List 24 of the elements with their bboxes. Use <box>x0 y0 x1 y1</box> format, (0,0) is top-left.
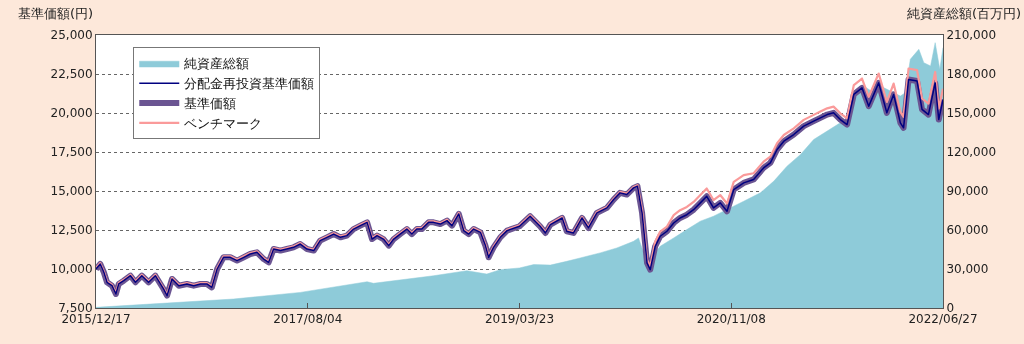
y-tick-label: 22,500 <box>50 67 93 82</box>
x-tick-label: 2017/08/04 <box>273 312 343 327</box>
y2-tick-label: 120,000 <box>946 145 997 160</box>
x-tick-label: 2020/11/08 <box>696 312 766 327</box>
y-tick-label: 25,000 <box>50 28 93 43</box>
legend-label: 分配金再投資基準価額 <box>184 76 315 92</box>
y-tick-label: 12,500 <box>50 223 93 238</box>
y2-tick-label: 90,000 <box>946 184 989 199</box>
y-tick-label: 20,000 <box>50 106 93 121</box>
y2-tick-label: 30,000 <box>946 262 989 277</box>
legend-label: ベンチマーク <box>184 116 263 132</box>
y-tick-label: 17,500 <box>50 145 93 160</box>
legend-label: 基準価額 <box>184 96 237 112</box>
y2-tick-label: 180,000 <box>946 67 997 82</box>
y2-tick-label: 150,000 <box>946 106 997 121</box>
x-tick-label: 2022/06/27 <box>908 312 978 327</box>
y2-axis-title: 純資産総額(百万円) <box>907 6 1022 21</box>
y-tick-label: 15,000 <box>50 184 93 199</box>
legend-label: 純資産総額 <box>184 56 250 72</box>
x-tick-label: 2019/03/23 <box>484 312 555 327</box>
y2-tick-label: 210,000 <box>946 28 997 43</box>
y-tick-label: 10,000 <box>50 262 93 277</box>
y2-tick-label: 60,000 <box>946 223 989 238</box>
y-axis-title: 基準価額(円) <box>18 6 94 21</box>
